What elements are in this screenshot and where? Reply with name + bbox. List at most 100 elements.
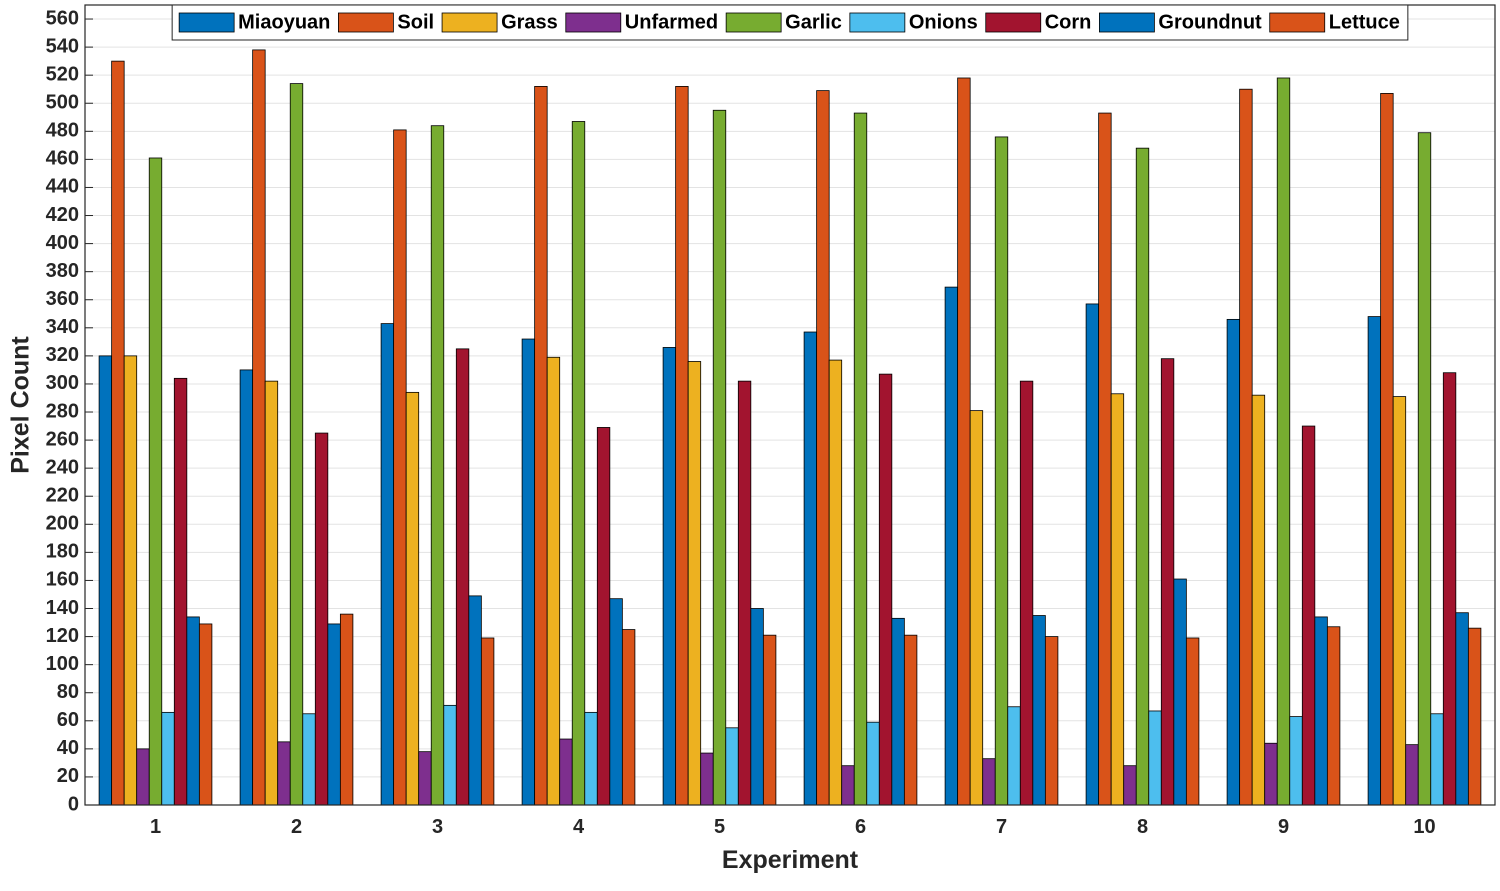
- bar: [1032, 615, 1046, 806]
- legend-label: Grass: [501, 11, 558, 33]
- legend-swatch: [1099, 12, 1155, 33]
- bar: [1019, 380, 1034, 806]
- legend-swatch: [337, 12, 394, 33]
- legend-label: Lettuce: [1329, 11, 1400, 33]
- bar: [1185, 637, 1200, 806]
- bar: [327, 623, 341, 806]
- y-tick-label: 280: [46, 400, 79, 422]
- bar: [136, 748, 150, 806]
- bar: [737, 380, 752, 806]
- legend-label: Groundnut: [1158, 11, 1262, 33]
- bar: [1276, 77, 1291, 806]
- bar: [252, 49, 266, 806]
- bar: [443, 704, 457, 806]
- bar: [816, 90, 830, 806]
- y-tick-label: 200: [46, 513, 79, 535]
- y-tick-label: 160: [46, 569, 79, 591]
- x-tick-label: 4: [573, 816, 585, 838]
- legend: Miaoyuan Soil Grass Unfarmed Garlic Onions Cor…: [171, 4, 1409, 41]
- y-tick-label: 60: [57, 709, 79, 731]
- bar: [994, 136, 1009, 806]
- bar: [314, 432, 329, 806]
- x-tick-label: 1: [150, 816, 161, 838]
- legend-label: Onions: [909, 11, 978, 33]
- bar: [289, 83, 304, 806]
- bar: [339, 613, 354, 806]
- bar: [712, 109, 727, 806]
- bar: [161, 711, 175, 806]
- bar: [903, 634, 918, 806]
- y-tick-label: 420: [46, 204, 79, 226]
- bar: [803, 331, 818, 806]
- bar: [1289, 716, 1303, 806]
- bar: [687, 361, 702, 806]
- legend-label: Unfarmed: [625, 11, 718, 33]
- bar: [828, 359, 843, 806]
- bar: [1264, 742, 1278, 806]
- bar: [891, 617, 905, 806]
- bar: [1098, 112, 1112, 806]
- bar: [1301, 425, 1316, 806]
- legend-label: Miaoyuan: [238, 11, 330, 33]
- bar: [841, 765, 855, 806]
- legend-swatch: [565, 12, 622, 33]
- bar: [455, 348, 470, 806]
- y-tick-label: 400: [46, 232, 79, 254]
- bar: [148, 157, 163, 806]
- y-tick-label: 340: [46, 316, 79, 338]
- bar: [534, 86, 548, 806]
- y-tick-label: 240: [46, 456, 79, 478]
- bar: [239, 369, 254, 806]
- bar: [264, 380, 279, 806]
- bar: [1430, 713, 1444, 806]
- legend-swatch: [441, 12, 498, 33]
- x-tick-label: 6: [855, 816, 866, 838]
- bar: [1173, 578, 1187, 806]
- bar: [700, 752, 714, 806]
- x-tick-label: 3: [432, 816, 443, 838]
- bar: [878, 373, 893, 806]
- x-tick-label: 5: [714, 816, 725, 838]
- y-tick-label: 260: [46, 428, 79, 450]
- bar: [1239, 88, 1253, 806]
- bar: [853, 112, 868, 806]
- x-tick-label: 7: [996, 816, 1007, 838]
- bar: [521, 338, 536, 806]
- legend-label: Corn: [1045, 11, 1092, 33]
- y-tick-label: 100: [46, 653, 79, 675]
- bar: [944, 286, 959, 806]
- bar: [111, 60, 125, 806]
- bar: [186, 616, 200, 806]
- bar: [866, 721, 880, 806]
- y-tick-label: 360: [46, 288, 79, 310]
- bar: [1044, 636, 1059, 806]
- y-tick-label: 380: [46, 260, 79, 282]
- y-tick-label: 40: [57, 737, 79, 759]
- bar: [621, 629, 636, 806]
- bar: [1455, 612, 1469, 806]
- bar: [1467, 627, 1482, 806]
- x-tick-label: 10: [1413, 816, 1435, 838]
- bar: [123, 355, 138, 806]
- y-tick-label: 180: [46, 541, 79, 563]
- y-tick-label: 120: [46, 625, 79, 647]
- bar: [1160, 358, 1175, 806]
- bar: [380, 323, 395, 806]
- bar: [173, 377, 188, 806]
- y-tick-label: 220: [46, 485, 79, 507]
- y-tick-label: 440: [46, 176, 79, 198]
- bar: [1135, 147, 1150, 806]
- bar: [1251, 394, 1266, 806]
- bar: [609, 598, 623, 806]
- bar: [480, 637, 495, 806]
- bar: [1367, 316, 1382, 806]
- y-tick-label: 460: [46, 148, 79, 170]
- bar: [1085, 303, 1100, 806]
- bar: [957, 77, 971, 806]
- y-tick-label: 480: [46, 120, 79, 142]
- bar: [198, 623, 213, 806]
- bar: [393, 129, 407, 806]
- bar: [571, 121, 586, 806]
- bar: [1380, 93, 1394, 806]
